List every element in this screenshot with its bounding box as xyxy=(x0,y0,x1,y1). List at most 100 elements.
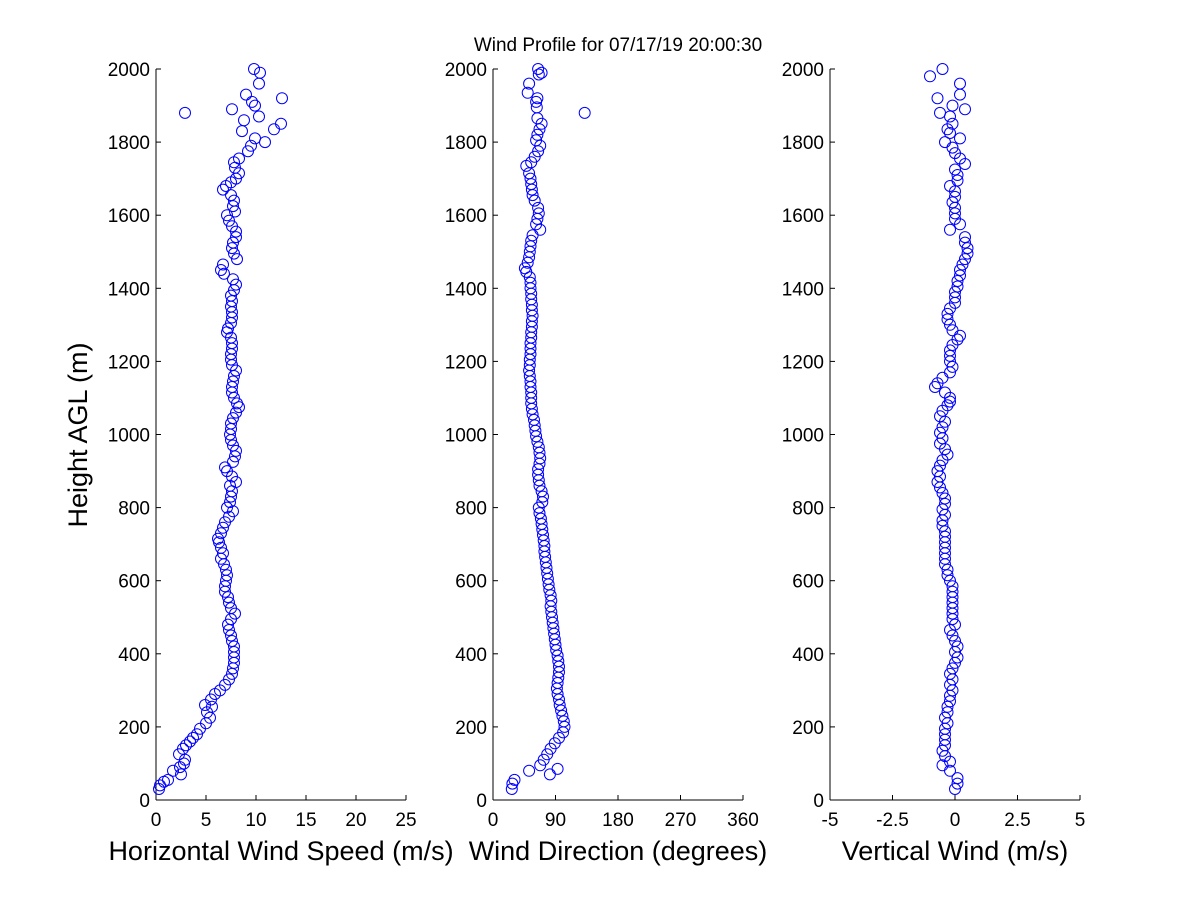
direction-x-tick-label: 90 xyxy=(545,810,566,831)
speed-data-point xyxy=(226,242,238,255)
speed-x-tick-label: 25 xyxy=(395,810,416,831)
direction-y-tick-label: 200 xyxy=(455,718,487,739)
direction-y-tick-label: 1000 xyxy=(445,426,487,447)
speed-data-point xyxy=(167,764,179,777)
speed-data-point xyxy=(225,602,237,615)
speed-y-tick-label: 1800 xyxy=(108,133,150,154)
speed-data-point xyxy=(233,152,245,165)
vertical-y-tick-label: 0 xyxy=(813,791,824,812)
vertical-y-tick-label: 1400 xyxy=(782,279,824,300)
y-axis-label: Height AGL (m) xyxy=(63,342,93,527)
vertical-data-point xyxy=(959,253,971,266)
speed-y-tick-label: 1000 xyxy=(108,426,150,447)
vertical-data-point xyxy=(934,410,946,423)
speed-y-tick-label: 400 xyxy=(118,645,150,666)
vertical-data-point xyxy=(941,313,954,326)
vertical-data-point xyxy=(936,759,949,772)
direction-y-tick-label: 0 xyxy=(476,791,487,812)
speed-y-tick-label: 200 xyxy=(118,718,150,739)
vertical-data-point xyxy=(936,487,949,499)
speed-data-point xyxy=(162,773,174,786)
vertical-data-point xyxy=(946,196,959,209)
speed-data-point xyxy=(187,731,199,744)
speed-data-point xyxy=(225,189,237,202)
speed-data-point xyxy=(215,527,227,540)
speed-data-point xyxy=(227,439,239,452)
speed-data-point xyxy=(248,63,260,75)
direction-data-point xyxy=(532,63,545,75)
speed-data-point xyxy=(225,629,237,642)
direction-x-tick-label: 360 xyxy=(727,810,759,831)
speed-data-point xyxy=(227,412,239,425)
direction-data-point xyxy=(531,92,544,105)
speed-data-point xyxy=(215,541,227,554)
vertical-data-point xyxy=(939,525,951,538)
speed-data-point xyxy=(217,521,229,534)
vertical-data-point xyxy=(936,744,949,757)
speed-data-point xyxy=(227,455,239,468)
vertical-data-point xyxy=(939,492,951,505)
vertical-data-point xyxy=(946,99,959,112)
speed-data-point xyxy=(217,183,229,196)
vertical-data-point xyxy=(939,386,951,399)
speed-data-point xyxy=(226,103,238,116)
speed-y-tick-label: 2000 xyxy=(108,60,150,81)
speed-y-tick-label: 1200 xyxy=(108,352,150,373)
speed-data-point xyxy=(179,106,191,119)
speed-data-point xyxy=(246,95,258,108)
vertical-data-point xyxy=(956,258,969,271)
direction-x-tick-label: 180 xyxy=(602,810,634,831)
speed-data-point xyxy=(231,397,243,410)
vertical-data-point xyxy=(931,92,944,105)
speed-data-point xyxy=(238,114,250,127)
direction-x-axis-label: Wind Direction (degrees) xyxy=(469,836,768,866)
direction-y-tick-label: 400 xyxy=(455,645,487,666)
direction-data-point xyxy=(518,262,531,275)
direction-data-point xyxy=(530,218,543,231)
vertical-y-tick-label: 400 xyxy=(792,645,824,666)
speed-data-point xyxy=(226,635,238,647)
vertical-data-point xyxy=(939,711,951,724)
vertical-data-point xyxy=(951,280,964,293)
vertical-data-point xyxy=(951,777,964,790)
vertical-data-point xyxy=(951,333,964,346)
speed-data-point xyxy=(180,739,192,752)
speed-data-point xyxy=(154,779,166,792)
vertical-data-point xyxy=(949,635,961,647)
speed-data-point xyxy=(222,618,234,631)
direction-y-tick-label: 1600 xyxy=(445,206,487,227)
speed-data-point xyxy=(215,264,227,276)
vertical-x-tick-label: -2.5 xyxy=(876,810,909,831)
direction-data-point xyxy=(531,128,544,141)
direction-data-point xyxy=(525,234,538,247)
speed-data-point xyxy=(227,375,239,388)
speed-x-tick-label: 20 xyxy=(345,810,366,831)
speed-data-point xyxy=(219,461,231,474)
direction-data-point xyxy=(532,207,545,220)
vertical-data-point xyxy=(961,247,974,260)
direction-data-point xyxy=(530,134,543,147)
speed-data-point xyxy=(191,728,203,741)
vertical-data-point xyxy=(954,264,966,276)
vertical-data-point xyxy=(944,574,956,587)
vertical-y-tick-label: 1800 xyxy=(782,133,824,154)
vertical-data-point xyxy=(951,169,964,181)
vertical-data-point xyxy=(959,236,971,249)
speed-data-point xyxy=(249,132,261,145)
vertical-data-point xyxy=(924,70,936,83)
vertical-data-point xyxy=(941,706,954,719)
speed-y-tick-label: 800 xyxy=(118,499,150,520)
speed-data-point xyxy=(249,99,261,112)
vertical-data-point xyxy=(951,772,964,785)
direction-y-tick-label: 600 xyxy=(455,572,487,593)
speed-data-point xyxy=(218,267,230,280)
speed-data-point xyxy=(253,110,265,123)
direction-data-point xyxy=(533,507,546,520)
direction-data-point xyxy=(532,441,545,454)
direction-x-tick-label: 0 xyxy=(488,810,499,831)
speed-data-point xyxy=(230,406,242,419)
direction-data-point xyxy=(535,485,548,498)
speed-data-point xyxy=(221,569,233,582)
vertical-data-point xyxy=(959,103,971,116)
speed-data-point xyxy=(231,253,243,266)
